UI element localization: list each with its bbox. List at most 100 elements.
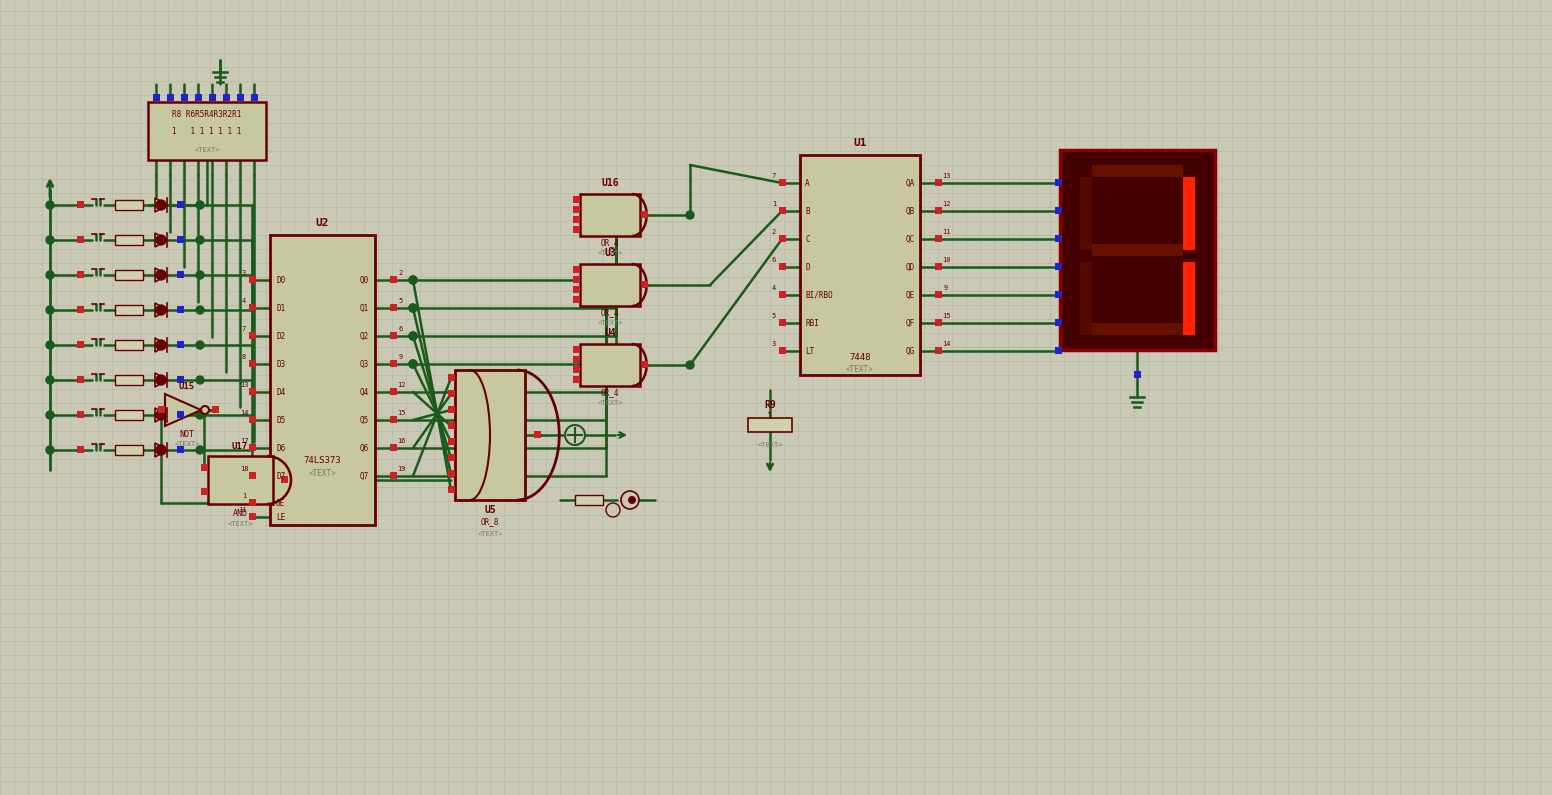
Bar: [779, 235, 785, 242]
Bar: [390, 388, 397, 395]
Text: OR_4: OR_4: [601, 308, 619, 317]
Bar: [779, 207, 785, 214]
Circle shape: [196, 306, 203, 314]
Text: 17: 17: [239, 438, 248, 444]
Circle shape: [157, 340, 166, 350]
Bar: [213, 406, 219, 413]
Bar: [580, 264, 639, 306]
Text: NOT: NOT: [180, 429, 194, 439]
Text: Q3: Q3: [360, 359, 369, 369]
Bar: [248, 499, 256, 506]
Bar: [1080, 262, 1093, 335]
Text: D6: D6: [276, 444, 286, 452]
Text: 7: 7: [242, 326, 247, 332]
Bar: [573, 226, 580, 233]
Text: U2: U2: [315, 218, 329, 228]
Text: <TEXT>: <TEXT>: [846, 364, 874, 374]
Text: U15: U15: [178, 382, 196, 390]
Text: 13: 13: [239, 382, 248, 388]
Circle shape: [629, 496, 636, 504]
Polygon shape: [165, 394, 202, 426]
Bar: [248, 416, 256, 423]
Bar: [390, 276, 397, 283]
Text: QF: QF: [906, 319, 916, 328]
Bar: [248, 360, 256, 367]
Bar: [78, 271, 84, 278]
Circle shape: [157, 200, 166, 210]
Bar: [449, 374, 455, 381]
Bar: [78, 201, 84, 208]
Bar: [1055, 263, 1062, 270]
Text: 1: 1: [767, 412, 773, 421]
Circle shape: [410, 360, 417, 368]
Text: 14: 14: [942, 341, 950, 347]
Text: 3: 3: [771, 341, 776, 347]
Text: U5: U5: [484, 505, 497, 515]
Text: <TEXT>: <TEXT>: [757, 442, 782, 448]
Text: 9: 9: [944, 285, 948, 291]
Bar: [934, 179, 942, 186]
Text: B: B: [805, 207, 810, 215]
Bar: [449, 390, 455, 397]
Circle shape: [196, 271, 203, 279]
Bar: [573, 276, 580, 283]
Bar: [237, 94, 244, 101]
Bar: [934, 347, 942, 354]
Text: 2: 2: [771, 229, 776, 235]
Circle shape: [196, 236, 203, 244]
Text: 8: 8: [242, 354, 247, 360]
Text: 15: 15: [397, 410, 405, 416]
Text: <TEXT>: <TEXT>: [227, 521, 253, 527]
Bar: [177, 201, 185, 208]
Bar: [934, 319, 942, 326]
Bar: [115, 375, 143, 385]
Bar: [177, 376, 185, 383]
Circle shape: [410, 332, 417, 340]
Bar: [580, 194, 639, 236]
Text: U17: U17: [231, 441, 248, 451]
Text: LE: LE: [276, 513, 286, 522]
Circle shape: [157, 410, 166, 420]
Bar: [573, 376, 580, 383]
Bar: [248, 304, 256, 311]
Text: 12: 12: [397, 382, 405, 388]
Text: U4: U4: [604, 328, 616, 338]
Text: 14: 14: [239, 410, 248, 416]
Circle shape: [47, 201, 54, 209]
Bar: [390, 360, 397, 367]
Bar: [455, 370, 525, 500]
Text: <TEXT>: <TEXT>: [309, 468, 335, 478]
Bar: [573, 196, 580, 203]
Text: 5: 5: [399, 298, 404, 304]
Bar: [573, 266, 580, 273]
Circle shape: [157, 235, 166, 245]
Bar: [1055, 347, 1062, 354]
Bar: [78, 376, 84, 383]
Text: U1: U1: [854, 138, 866, 148]
Text: 6: 6: [399, 326, 404, 332]
Bar: [641, 361, 649, 368]
Text: D0: D0: [276, 276, 286, 285]
Circle shape: [686, 361, 694, 369]
Bar: [779, 263, 785, 270]
Text: AND: AND: [233, 510, 247, 518]
Text: Q0: Q0: [360, 276, 369, 285]
Bar: [1135, 371, 1141, 378]
Text: 11: 11: [237, 507, 247, 513]
Text: C: C: [805, 235, 810, 243]
Bar: [248, 472, 256, 479]
Circle shape: [47, 236, 54, 244]
Bar: [154, 94, 160, 101]
Bar: [779, 347, 785, 354]
Bar: [78, 411, 84, 418]
Text: OR_8: OR_8: [481, 518, 500, 526]
Bar: [210, 94, 216, 101]
Bar: [251, 94, 258, 101]
Bar: [248, 444, 256, 451]
Text: OE: OE: [276, 498, 286, 507]
Text: 9: 9: [399, 354, 404, 360]
Polygon shape: [155, 303, 168, 317]
Bar: [115, 235, 143, 245]
Polygon shape: [155, 268, 168, 282]
Text: D: D: [805, 262, 810, 272]
